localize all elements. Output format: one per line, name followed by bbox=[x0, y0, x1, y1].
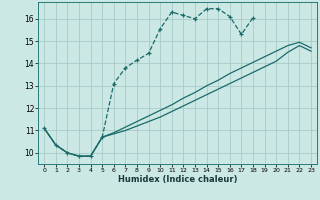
X-axis label: Humidex (Indice chaleur): Humidex (Indice chaleur) bbox=[118, 175, 237, 184]
